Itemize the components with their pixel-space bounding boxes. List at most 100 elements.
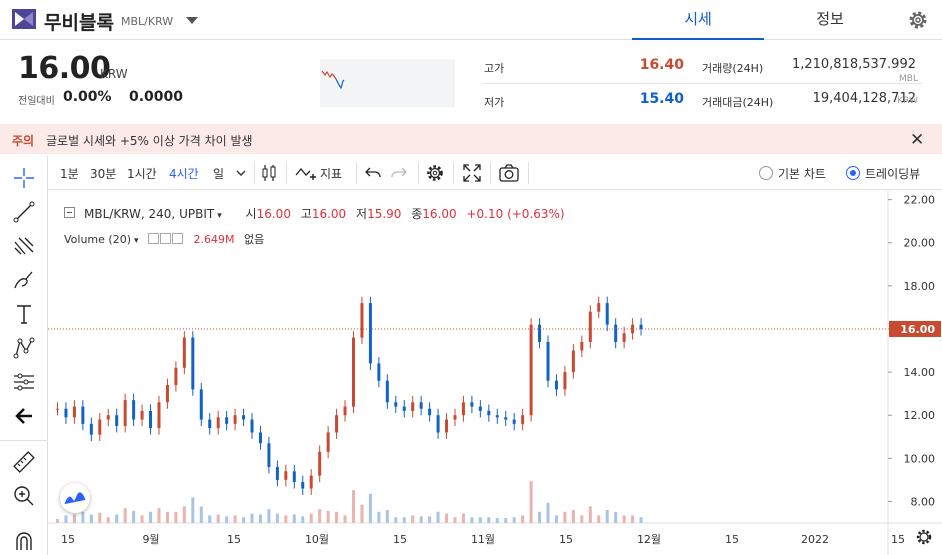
volume-bar bbox=[521, 515, 525, 523]
visibility-icon[interactable] bbox=[148, 233, 160, 244]
candle-body bbox=[216, 417, 220, 429]
candle-body bbox=[453, 415, 457, 420]
volume-bar bbox=[165, 511, 169, 523]
candle-body bbox=[428, 408, 432, 416]
candle-body bbox=[335, 415, 339, 433]
camera-icon[interactable] bbox=[498, 162, 520, 184]
trade-value-unit: KRW bbox=[897, 96, 918, 106]
volume-bar bbox=[605, 510, 609, 523]
volume-bar bbox=[132, 510, 136, 523]
price-chart[interactable]: 22.00 20.00 18.00 16.00 14.00 12.00 10.00 8.00 1… bbox=[48, 191, 942, 555]
axis-settings-gear-icon[interactable] bbox=[914, 527, 934, 547]
mini-sparkline bbox=[320, 59, 455, 107]
volume-bar bbox=[326, 510, 330, 523]
trend-line-icon[interactable] bbox=[10, 198, 38, 226]
timeframe-1d[interactable]: 일 bbox=[213, 167, 225, 181]
volume-bar bbox=[106, 517, 110, 523]
remove-icon[interactable] bbox=[172, 233, 184, 244]
candle-body bbox=[470, 402, 474, 407]
candle-body bbox=[89, 423, 93, 435]
volume-bar bbox=[563, 511, 567, 523]
chart-settings-gear-icon[interactable] bbox=[424, 162, 446, 184]
volume-bar bbox=[225, 516, 229, 523]
fullscreen-icon[interactable] bbox=[461, 162, 483, 184]
y-tick-label: 12.00 bbox=[904, 409, 936, 422]
volume-bar bbox=[208, 515, 212, 523]
y-tick-label: 10.00 bbox=[904, 452, 936, 465]
volume-bar bbox=[123, 508, 127, 523]
volume-bar bbox=[56, 519, 59, 523]
tab-info[interactable]: 정보 bbox=[816, 10, 844, 28]
candle-body bbox=[258, 432, 262, 444]
high-price: 16.40 bbox=[639, 57, 684, 73]
tab-market[interactable]: 시세 bbox=[632, 0, 764, 40]
settings-icon[interactable] bbox=[160, 233, 172, 244]
candle-body bbox=[478, 406, 482, 411]
tradingview-logo-icon[interactable] bbox=[60, 483, 90, 513]
low-price: 15.40 bbox=[639, 91, 684, 107]
ruler-icon[interactable] bbox=[10, 448, 38, 476]
volume-bar bbox=[98, 512, 102, 523]
fib-icon[interactable] bbox=[10, 232, 38, 260]
x-tick-label: 15 bbox=[891, 533, 905, 546]
candle-body bbox=[368, 303, 372, 364]
settings-gear-icon[interactable] bbox=[906, 8, 930, 32]
undo-icon[interactable] bbox=[362, 162, 384, 184]
magnet-icon[interactable] bbox=[10, 526, 38, 554]
legend-chevron-icon[interactable]: ▾ bbox=[217, 211, 222, 221]
timeframe-30m[interactable]: 30분 bbox=[90, 167, 117, 181]
tradingview-label[interactable]: 트레이딩뷰 bbox=[865, 167, 921, 181]
brush-icon[interactable] bbox=[10, 266, 38, 294]
candle-body bbox=[521, 415, 525, 424]
candle-body bbox=[199, 389, 203, 420]
timeframe-1m[interactable]: 1분 bbox=[60, 167, 79, 181]
x-tick-label: 2022 bbox=[801, 533, 829, 546]
indicators-icon[interactable] bbox=[294, 162, 316, 184]
close-icon[interactable]: ✕ bbox=[910, 130, 925, 150]
candle-body bbox=[360, 303, 364, 338]
volume-bar bbox=[445, 513, 449, 523]
crosshair-icon[interactable] bbox=[10, 164, 38, 192]
pattern-icon[interactable] bbox=[10, 334, 38, 362]
volume-bar bbox=[631, 515, 635, 523]
zoom-icon[interactable] bbox=[10, 482, 38, 510]
text-icon[interactable] bbox=[10, 300, 38, 328]
coin-dropdown-icon[interactable] bbox=[186, 17, 198, 24]
timeframe-4h[interactable]: 4시간 bbox=[169, 167, 199, 181]
candle-body bbox=[275, 466, 279, 480]
back-arrow-icon[interactable] bbox=[10, 402, 38, 430]
volume-bar bbox=[402, 517, 406, 523]
timeframe-1h[interactable]: 1시간 bbox=[127, 167, 157, 181]
chart-canvas[interactable]: 22.00 20.00 18.00 16.00 14.00 12.00 10.00 8.00 1… bbox=[48, 191, 942, 555]
candle-body bbox=[512, 419, 516, 424]
basic-chart-label[interactable]: 기본 차트 bbox=[778, 167, 826, 181]
volume-bar bbox=[352, 490, 355, 523]
volume-bar bbox=[538, 511, 542, 523]
volume-value: 2.649M bbox=[193, 233, 235, 246]
volume-bar bbox=[495, 518, 499, 523]
volume-bar bbox=[487, 517, 491, 523]
volume-bar bbox=[343, 515, 347, 523]
tradingview-radio[interactable] bbox=[846, 166, 860, 180]
candle-body bbox=[402, 406, 406, 411]
redo-icon[interactable] bbox=[388, 162, 410, 184]
candle-body bbox=[284, 471, 288, 480]
volume-unit: MBL bbox=[899, 74, 918, 84]
prediction-icon[interactable] bbox=[10, 368, 38, 396]
change-percent: 0.00% bbox=[63, 89, 112, 105]
candle-type-icon[interactable] bbox=[258, 162, 280, 184]
volume-bar bbox=[72, 514, 76, 523]
chevron-down-icon[interactable] bbox=[234, 166, 248, 180]
legend-high: 16.00 bbox=[311, 207, 347, 221]
legend-collapse-button[interactable] bbox=[64, 207, 75, 218]
y-tick-label: 8.00 bbox=[911, 495, 936, 508]
volume-bar bbox=[428, 516, 432, 523]
y-tick-label: 20.00 bbox=[904, 237, 936, 250]
volume-bar bbox=[275, 513, 279, 523]
basic-chart-radio[interactable] bbox=[759, 166, 773, 180]
volume-bar bbox=[639, 517, 643, 523]
price-notice-bar: 주의 글로벌 시세와 +5% 이상 가격 차이 발생 ✕ bbox=[0, 124, 942, 154]
x-tick-label: 9월 bbox=[142, 533, 159, 546]
indicators-button[interactable]: 지표 bbox=[320, 167, 343, 181]
volume-chevron-icon[interactable]: ▾ bbox=[134, 236, 139, 246]
